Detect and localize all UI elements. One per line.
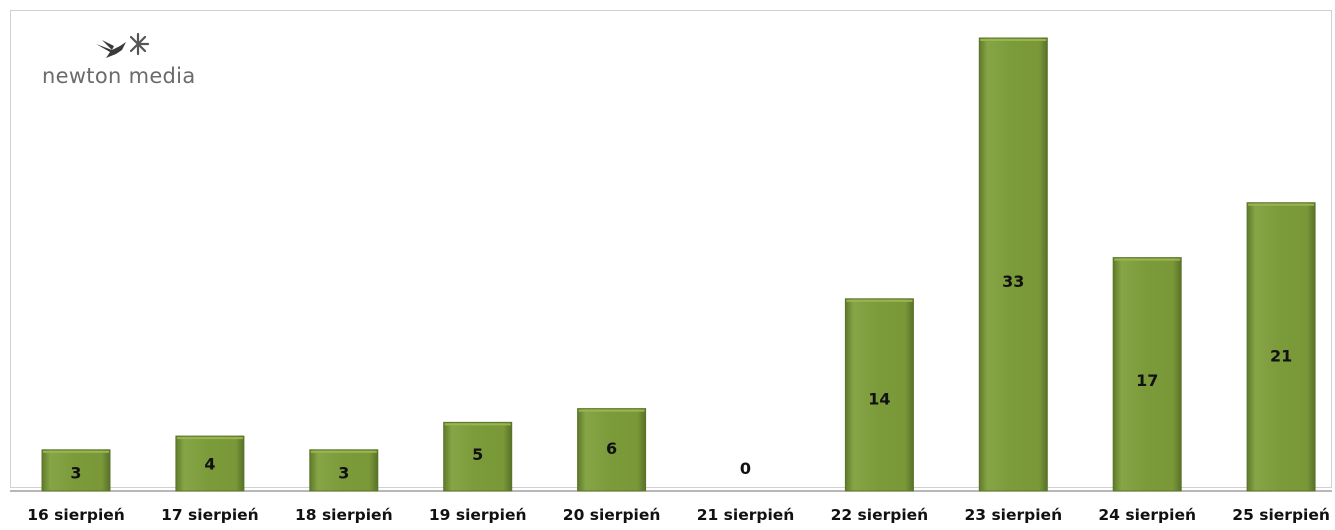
data-label-5: 0 xyxy=(740,459,751,478)
category-labels-group: 16 sierpień 17 sierpień 18 sierpień 19 sier… xyxy=(27,506,1330,524)
bar-1 xyxy=(175,435,245,492)
bar-top-highlight-6 xyxy=(846,299,913,302)
bar-top-highlight-1 xyxy=(176,437,243,440)
category-label-6: 22 sierpień xyxy=(831,506,929,524)
data-label-1: 4 xyxy=(204,455,215,474)
bar-6 xyxy=(844,298,914,492)
category-label-7: 23 sierpień xyxy=(964,506,1062,524)
data-label-9: 21 xyxy=(1270,346,1292,365)
bar-top-highlight-4 xyxy=(578,409,645,412)
bar-9 xyxy=(1246,202,1316,492)
bar-7 xyxy=(978,37,1048,492)
bar-top-highlight-9 xyxy=(1248,203,1315,206)
category-label-1: 17 sierpień xyxy=(161,506,259,524)
bar-top-highlight-8 xyxy=(1114,258,1181,261)
data-label-6: 14 xyxy=(868,390,890,409)
bar-3 xyxy=(443,421,513,492)
data-label-2: 3 xyxy=(338,463,349,482)
category-label-3: 19 sierpień xyxy=(429,506,527,524)
bar-2 xyxy=(309,449,379,492)
data-labels-group: 3 4 3 5 6 0 14 33 17 21 xyxy=(70,272,1292,482)
bar-4 xyxy=(577,408,647,492)
data-label-4: 6 xyxy=(606,439,617,458)
bar-top-highlight-0 xyxy=(43,450,109,453)
newton-media-logo: newton media xyxy=(42,30,202,100)
chart-frame xyxy=(10,10,1332,488)
bars-group xyxy=(41,37,1316,492)
bar-top-highlight-3 xyxy=(444,423,511,426)
data-label-0: 3 xyxy=(70,463,81,482)
data-label-7: 33 xyxy=(1002,272,1024,291)
category-label-4: 20 sierpień xyxy=(563,506,661,524)
bar-8 xyxy=(1112,257,1182,492)
category-label-9: 25 sierpień xyxy=(1232,506,1330,524)
logo-text: newton media xyxy=(42,64,196,88)
category-label-5: 21 sierpień xyxy=(697,506,795,524)
bar-0 xyxy=(41,449,111,492)
data-label-8: 17 xyxy=(1136,371,1158,390)
data-label-3: 5 xyxy=(472,445,483,464)
category-label-8: 24 sierpień xyxy=(1098,506,1196,524)
category-label-2: 18 sierpień xyxy=(295,506,393,524)
bar-top-highlight-7 xyxy=(980,39,1047,41)
hummingbird-icon xyxy=(96,32,150,58)
category-label-0: 16 sierpień xyxy=(27,506,125,524)
bar-top-highlight-2 xyxy=(310,450,377,453)
